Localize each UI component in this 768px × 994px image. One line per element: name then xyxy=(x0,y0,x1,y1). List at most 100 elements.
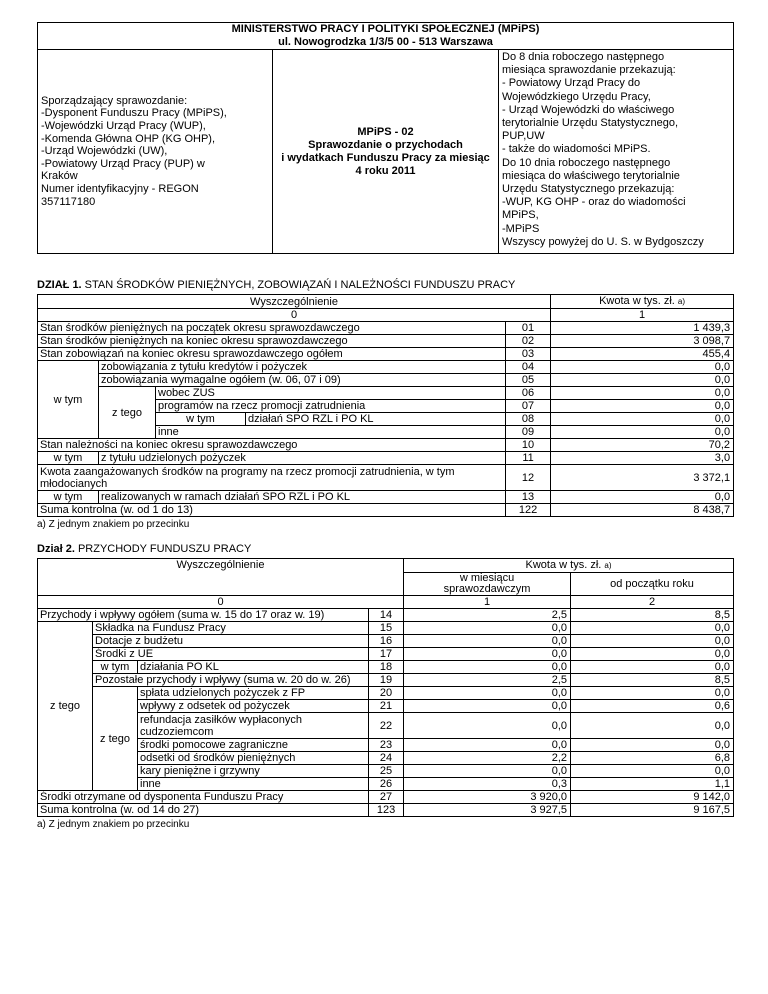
row-value-month: 0,0 xyxy=(403,686,572,700)
row-value-month: 2,5 xyxy=(403,673,572,687)
group-label-w-tym: w tym xyxy=(92,660,138,674)
table-row: Przychody i wpływy ogółem (suma w. 15 do… xyxy=(37,608,735,622)
row-label: Suma kontrolna (w. od 14 do 27) xyxy=(37,803,369,817)
row-value-month: 0,0 xyxy=(403,660,572,674)
row-number: 15 xyxy=(367,621,405,635)
row-label: wpływy z odsetek od pożyczek xyxy=(137,699,369,713)
dzial2-subcol-month: w miesiącu sprawozdawczym xyxy=(403,572,572,596)
dzial2-footnote: a) Z jednym znakiem po przecinku xyxy=(37,819,190,830)
table-row: z tego wobec ZUS 06 0,0 xyxy=(38,386,735,439)
table-row: wpływy z odsetek od pożyczek 21 0,0 0,6 xyxy=(38,699,735,713)
dzial1-kwota-header: Kwota w tys. zł. a) xyxy=(550,294,735,309)
dzial1-title: DZIAŁ 1. STAN ŚRODKÓW PIENIĘŻNYCH, ZOBOW… xyxy=(37,279,733,291)
group-label-w-tym: w tym xyxy=(37,490,99,504)
row-value-month: 0,0 xyxy=(403,621,572,635)
row-value-ytd: 0,0 xyxy=(570,621,735,635)
row-label: Stan zobowiązań na koniec okresu sprawoz… xyxy=(37,347,506,361)
row-number: 24 xyxy=(367,751,405,765)
row-label: działania PO KL xyxy=(137,660,369,674)
row-value-month: 0,0 xyxy=(403,634,572,648)
dzial1-footnote: a) Z jednym znakiem po przecinku xyxy=(37,519,190,530)
dzial2-table: Wyszczególnienie Kwota w tys. zł. a) w m… xyxy=(36,558,735,817)
row-number: 27 xyxy=(367,790,405,804)
table-row: Kwota zaangażowanych środków na programy… xyxy=(37,464,735,491)
table-row: programów na rzecz promocji zatrudnienia… xyxy=(38,399,735,413)
row-number: 25 xyxy=(367,764,405,778)
preparers-cell: Sporządzający sprawozdanie: -Dysponent F… xyxy=(37,49,273,254)
dzial2-title-prefix: Dział 2. xyxy=(37,543,75,555)
row-label: programów na rzecz promocji zatrudnienia xyxy=(155,399,506,413)
dzial2-col-header: Wyszczególnienie xyxy=(36,558,405,596)
row-number: 03 xyxy=(504,347,552,361)
row-label: Stan środków pieniężnych na początek okr… xyxy=(37,321,506,335)
row-label: Środki z UE xyxy=(92,647,369,661)
row-number: 08 xyxy=(504,412,552,426)
row-value-month: 0,0 xyxy=(403,647,572,661)
row-number: 10 xyxy=(504,438,552,452)
row-number: 20 xyxy=(367,686,405,700)
row-value: 8 438,7 xyxy=(550,503,735,517)
dzial2-footnote-marker: a) xyxy=(604,561,612,570)
row-label: Stan należności na koniec okresu sprawoz… xyxy=(37,438,506,452)
group-label-z-tego: z tego xyxy=(92,686,138,791)
row-value-month: 0,0 xyxy=(403,699,572,713)
row-number: 26 xyxy=(367,777,405,791)
table-row: z tego Składka na Fundusz Pracy 15 0,0 0… xyxy=(37,621,735,791)
row-number: 22 xyxy=(367,712,405,739)
table-row: Stan środków pieniężnych na koniec okres… xyxy=(37,334,735,348)
row-value-ytd: 0,0 xyxy=(570,647,735,661)
dzial1-title-text: STAN ŚRODKÓW PIENIĘŻNYCH, ZOBOWIĄZAŃ I N… xyxy=(81,279,516,291)
row-label: zobowiązania wymagalne ogółem (w. 06, 07… xyxy=(98,373,506,387)
dzial1-table: Wyszczególnienie Kwota w tys. zł. a) 0 1… xyxy=(36,294,735,517)
row-label: Kwota zaangażowanych środków na programy… xyxy=(37,464,506,491)
table-row: inne 26 0,3 1,1 xyxy=(38,777,735,791)
table-row: Dotacje z budżetu 16 0,0 0,0 xyxy=(38,634,735,648)
row-value: 0,0 xyxy=(550,373,735,387)
dzial2-col1: 1 xyxy=(403,595,572,609)
dzial2-title-text: PRZYCHODY FUNDUSZU PRACY xyxy=(74,543,252,555)
row-number: 01 xyxy=(504,321,552,335)
table-row: Stan należności na koniec okresu sprawoz… xyxy=(37,438,735,452)
row-number: 19 xyxy=(367,673,405,687)
row-value-month: 3 920,0 xyxy=(403,790,572,804)
row-value-ytd: 6,8 xyxy=(570,751,735,765)
table-row: Suma kontrolna (w. od 14 do 27) 123 3 927… xyxy=(37,803,735,817)
row-value: 0,0 xyxy=(550,490,735,504)
row-value: 3,0 xyxy=(550,451,735,465)
dzial1-col0: 0 xyxy=(36,308,552,322)
row-number: 07 xyxy=(504,399,552,413)
row-value-ytd: 1,1 xyxy=(570,777,735,791)
row-number: 05 xyxy=(504,373,552,387)
row-number: 18 xyxy=(367,660,405,674)
row-label: zobowiązania z tytułu kredytów i pożycze… xyxy=(98,360,506,374)
row-value: 0,0 xyxy=(550,386,735,400)
row-value: 0,0 xyxy=(550,412,735,426)
row-number: 12 xyxy=(504,464,552,491)
row-label: z tytułu udzielonych pożyczek xyxy=(98,451,506,465)
row-label: Dotacje z budżetu xyxy=(92,634,369,648)
row-value: 0,0 xyxy=(550,425,735,439)
report-content: MINISTERSTWO PRACY I POLITYKI SPOŁECZNEJ… xyxy=(36,22,735,830)
row-value-month: 0,0 xyxy=(403,764,572,778)
row-label: Suma kontrolna (w. od 1 do 13) xyxy=(37,503,506,517)
row-value-ytd: 0,0 xyxy=(570,634,735,648)
table-row: w tym realizowanych w ramach działań SPO… xyxy=(37,490,735,504)
row-label: Środki otrzymane od dysponenta Funduszu … xyxy=(37,790,369,804)
row-value-month: 0,0 xyxy=(403,712,572,739)
table-row: odsetki od środków pieniężnych 24 2,2 6,… xyxy=(38,751,735,765)
row-value-month: 0,3 xyxy=(403,777,572,791)
row-number: 09 xyxy=(504,425,552,439)
row-label: inne xyxy=(155,425,506,439)
row-value-month: 2,2 xyxy=(403,751,572,765)
row-label: inne xyxy=(137,777,369,791)
row-value: 3 098,7 xyxy=(550,334,735,348)
dzial2-col2: 2 xyxy=(570,595,735,609)
table-row: Środki otrzymane od dysponenta Funduszu … xyxy=(37,790,735,804)
table-row: Stan zobowiązań na koniec okresu sprawoz… xyxy=(37,347,735,361)
table-row: w tym działań SPO RZL i PO KL 08 0,0 xyxy=(38,412,735,426)
row-value: 0,0 xyxy=(550,360,735,374)
row-value: 70,2 xyxy=(550,438,735,452)
row-number: 17 xyxy=(367,647,405,661)
table-row: w tym z tytułu udzielonych pożyczek 11 3… xyxy=(37,451,735,465)
